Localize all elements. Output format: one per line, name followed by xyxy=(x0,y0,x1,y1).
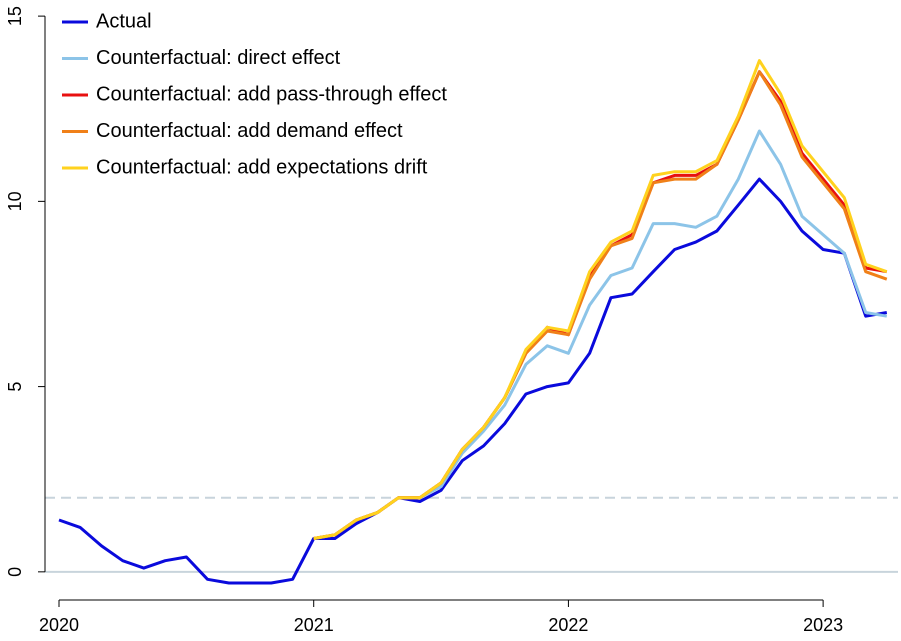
x-tick-label: 2020 xyxy=(39,615,79,635)
y-tick-label: 0 xyxy=(5,567,25,577)
legend-label: Counterfactual: add demand effect xyxy=(96,120,403,142)
series-line xyxy=(313,129,888,540)
y-tick-label: 5 xyxy=(5,382,25,392)
series-line xyxy=(313,59,888,540)
legend-label: Counterfactual: add expectations drift xyxy=(96,156,428,178)
legend-label: Counterfactual: add pass-through effect xyxy=(96,83,447,105)
series-line xyxy=(58,177,888,585)
legend-label: Actual xyxy=(96,10,152,32)
x-tick-label: 2023 xyxy=(803,615,843,635)
x-tick-label: 2022 xyxy=(548,615,588,635)
x-tick-label: 2021 xyxy=(294,615,334,635)
legend-label: Counterfactual: direct effect xyxy=(96,47,341,69)
y-tick-label: 10 xyxy=(5,191,25,211)
y-tick-label: 15 xyxy=(5,6,25,26)
